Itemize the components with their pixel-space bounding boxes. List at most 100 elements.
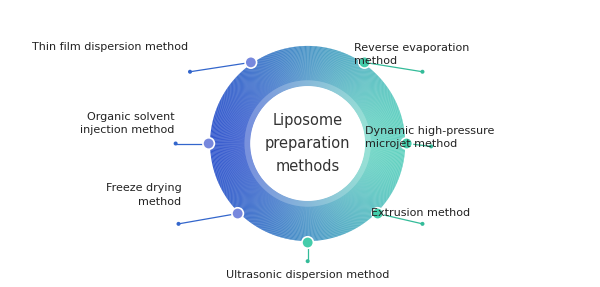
Wedge shape xyxy=(364,155,403,164)
Wedge shape xyxy=(331,86,334,92)
Wedge shape xyxy=(278,194,281,200)
Wedge shape xyxy=(362,122,367,125)
Wedge shape xyxy=(245,151,251,152)
Wedge shape xyxy=(316,47,323,87)
Wedge shape xyxy=(326,84,329,89)
Wedge shape xyxy=(306,201,307,207)
Wedge shape xyxy=(355,90,389,112)
Wedge shape xyxy=(269,189,273,194)
Wedge shape xyxy=(250,190,274,222)
Wedge shape xyxy=(354,106,359,110)
Wedge shape xyxy=(317,200,319,206)
Wedge shape xyxy=(296,46,302,86)
Wedge shape xyxy=(322,82,325,88)
Wedge shape xyxy=(362,125,368,127)
Wedge shape xyxy=(264,56,283,92)
Wedge shape xyxy=(341,63,364,97)
Wedge shape xyxy=(302,46,305,86)
Wedge shape xyxy=(338,61,361,95)
Wedge shape xyxy=(313,81,314,86)
Wedge shape xyxy=(331,86,334,91)
Wedge shape xyxy=(363,158,402,170)
Wedge shape xyxy=(278,88,281,93)
Wedge shape xyxy=(287,198,290,203)
Wedge shape xyxy=(355,87,388,111)
Wedge shape xyxy=(312,46,316,86)
Wedge shape xyxy=(215,161,253,174)
Wedge shape xyxy=(227,87,261,111)
Wedge shape xyxy=(310,46,313,86)
Wedge shape xyxy=(331,196,334,201)
Wedge shape xyxy=(329,85,331,90)
Wedge shape xyxy=(352,180,383,205)
Wedge shape xyxy=(357,172,392,194)
Wedge shape xyxy=(274,192,277,197)
Wedge shape xyxy=(229,85,262,109)
Wedge shape xyxy=(326,84,328,89)
Wedge shape xyxy=(365,150,370,151)
Wedge shape xyxy=(304,201,305,207)
Wedge shape xyxy=(214,114,253,127)
Wedge shape xyxy=(260,194,280,229)
Wedge shape xyxy=(225,174,259,196)
Wedge shape xyxy=(287,84,290,89)
Wedge shape xyxy=(261,100,266,105)
Wedge shape xyxy=(349,183,353,188)
Wedge shape xyxy=(362,162,367,164)
Wedge shape xyxy=(277,193,280,199)
Wedge shape xyxy=(290,199,292,204)
Wedge shape xyxy=(253,191,276,225)
Wedge shape xyxy=(217,108,254,123)
Wedge shape xyxy=(278,194,281,199)
Wedge shape xyxy=(340,63,363,96)
Wedge shape xyxy=(258,104,263,108)
Wedge shape xyxy=(241,185,269,215)
Wedge shape xyxy=(239,184,268,213)
Wedge shape xyxy=(358,113,364,117)
Wedge shape xyxy=(286,48,295,88)
Wedge shape xyxy=(317,47,324,87)
Wedge shape xyxy=(211,127,251,134)
Wedge shape xyxy=(273,90,277,95)
Wedge shape xyxy=(364,152,370,154)
Wedge shape xyxy=(276,198,290,236)
Wedge shape xyxy=(349,75,379,104)
Wedge shape xyxy=(320,82,322,88)
Wedge shape xyxy=(266,95,271,100)
Wedge shape xyxy=(278,198,291,237)
Wedge shape xyxy=(272,91,275,96)
Wedge shape xyxy=(221,98,257,117)
Wedge shape xyxy=(331,196,348,233)
Wedge shape xyxy=(323,199,325,205)
Wedge shape xyxy=(254,62,277,96)
Wedge shape xyxy=(210,146,250,148)
Wedge shape xyxy=(361,119,366,121)
Wedge shape xyxy=(247,125,253,127)
Wedge shape xyxy=(264,195,283,231)
Wedge shape xyxy=(210,144,250,146)
Wedge shape xyxy=(332,195,335,201)
Wedge shape xyxy=(269,93,274,98)
Wedge shape xyxy=(245,143,250,144)
Wedge shape xyxy=(356,109,361,113)
Wedge shape xyxy=(270,92,274,97)
Wedge shape xyxy=(321,82,323,88)
Wedge shape xyxy=(363,119,403,130)
Wedge shape xyxy=(251,63,275,96)
Wedge shape xyxy=(326,198,328,203)
Wedge shape xyxy=(333,195,352,231)
Wedge shape xyxy=(314,200,316,206)
Wedge shape xyxy=(341,190,345,195)
Wedge shape xyxy=(289,200,298,239)
Wedge shape xyxy=(254,109,260,112)
Wedge shape xyxy=(341,190,365,223)
Wedge shape xyxy=(320,48,329,88)
Wedge shape xyxy=(338,192,361,226)
Wedge shape xyxy=(343,188,369,220)
Wedge shape xyxy=(232,179,263,205)
Wedge shape xyxy=(320,199,322,205)
Wedge shape xyxy=(340,191,344,196)
Wedge shape xyxy=(251,170,257,173)
Wedge shape xyxy=(248,189,273,221)
Wedge shape xyxy=(355,175,389,198)
